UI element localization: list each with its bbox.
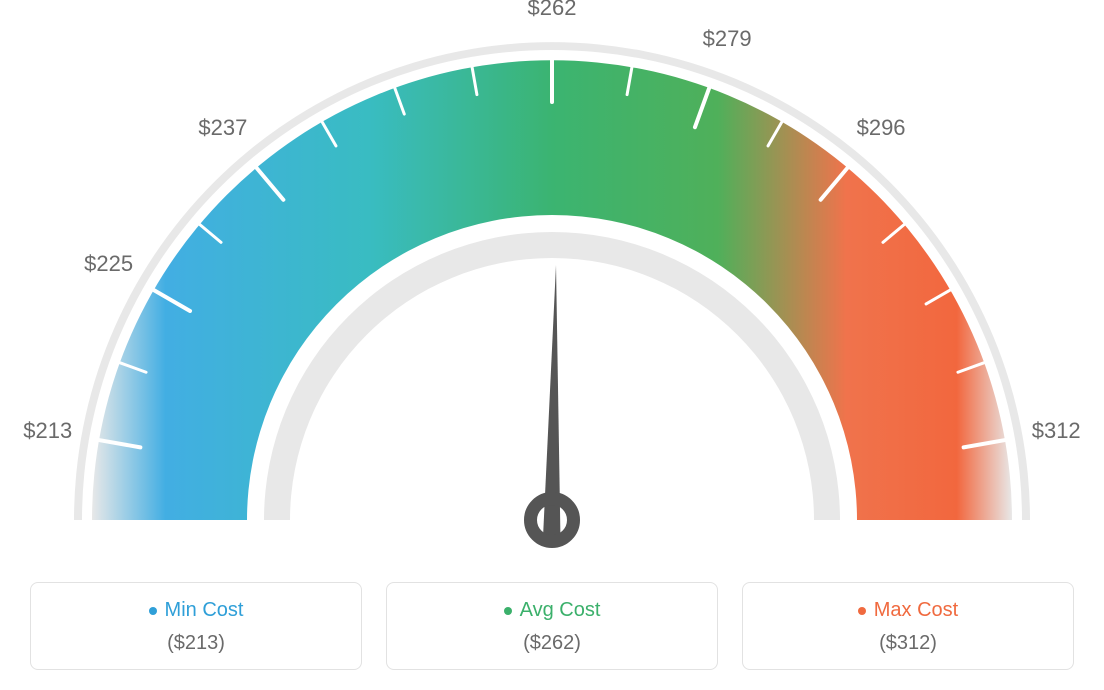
legend-dot-avg: [504, 607, 512, 615]
legend-value-min: ($213): [31, 632, 361, 655]
legend-dot-min: [149, 607, 157, 615]
gauge-tick-label: $237: [198, 115, 247, 141]
gauge-tick-label: $213: [23, 418, 72, 444]
legend-card-min: Min Cost ($213): [30, 582, 362, 670]
legend-title-avg: Avg Cost: [504, 599, 601, 622]
legend-row: Min Cost ($213) Avg Cost ($262) Max Cost…: [0, 582, 1104, 670]
legend-card-max: Max Cost ($312): [742, 582, 1074, 670]
legend-value-max: ($312): [743, 632, 1073, 655]
legend-label-avg: Avg Cost: [520, 599, 601, 622]
legend-value-avg: ($262): [387, 632, 717, 655]
legend-card-avg: Avg Cost ($262): [386, 582, 718, 670]
legend-label-min: Min Cost: [165, 599, 244, 622]
legend-label-max: Max Cost: [874, 599, 958, 622]
legend-dot-max: [858, 607, 866, 615]
legend-title-max: Max Cost: [858, 599, 958, 622]
gauge-tick-label: $225: [84, 251, 133, 277]
gauge-chart: $213 $225 $237 $262 $279 $296 $312: [0, 0, 1104, 560]
gauge-tick-label: $312: [1032, 418, 1081, 444]
gauge-tick-label: $279: [703, 26, 752, 52]
gauge-tick-label: $296: [857, 115, 906, 141]
gauge-svg: [0, 0, 1104, 560]
gauge-tick-label: $262: [528, 0, 577, 21]
legend-title-min: Min Cost: [149, 599, 244, 622]
